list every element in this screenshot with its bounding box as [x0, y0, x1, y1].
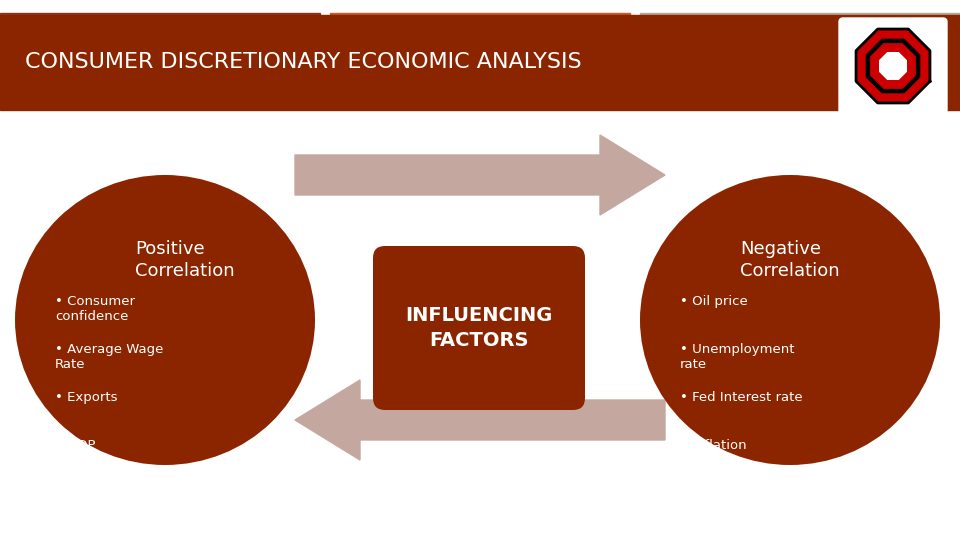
Ellipse shape	[15, 175, 315, 465]
FancyBboxPatch shape	[839, 18, 947, 114]
Text: • GDP: • GDP	[55, 439, 95, 452]
Text: • Average Wage
Rate: • Average Wage Rate	[55, 343, 163, 370]
Polygon shape	[871, 44, 915, 88]
Text: • Consumer
confidence: • Consumer confidence	[55, 295, 135, 322]
Text: • Inflation: • Inflation	[680, 439, 747, 452]
Polygon shape	[295, 135, 665, 215]
Polygon shape	[866, 39, 920, 92]
Text: • Fed Interest rate: • Fed Interest rate	[680, 391, 803, 404]
Text: • Oil price: • Oil price	[680, 295, 748, 308]
Text: Negative
Correlation: Negative Correlation	[740, 240, 840, 280]
FancyBboxPatch shape	[373, 246, 585, 410]
Text: Positive
Correlation: Positive Correlation	[135, 240, 234, 280]
Polygon shape	[879, 53, 906, 79]
Text: • Unemployment
rate: • Unemployment rate	[680, 343, 795, 370]
Bar	[0, 15, 960, 110]
Ellipse shape	[640, 175, 940, 465]
Polygon shape	[856, 29, 930, 103]
Text: INFLUENCING
FACTORS: INFLUENCING FACTORS	[405, 306, 553, 350]
Bar	[0, 13, 320, 23]
Text: • Exports: • Exports	[55, 391, 117, 404]
Bar	[330, 13, 630, 23]
Bar	[640, 13, 960, 23]
Polygon shape	[295, 380, 665, 460]
Text: CONSUMER DISCRETIONARY ECONOMIC ANALYSIS: CONSUMER DISCRETIONARY ECONOMIC ANALYSIS	[25, 52, 582, 72]
